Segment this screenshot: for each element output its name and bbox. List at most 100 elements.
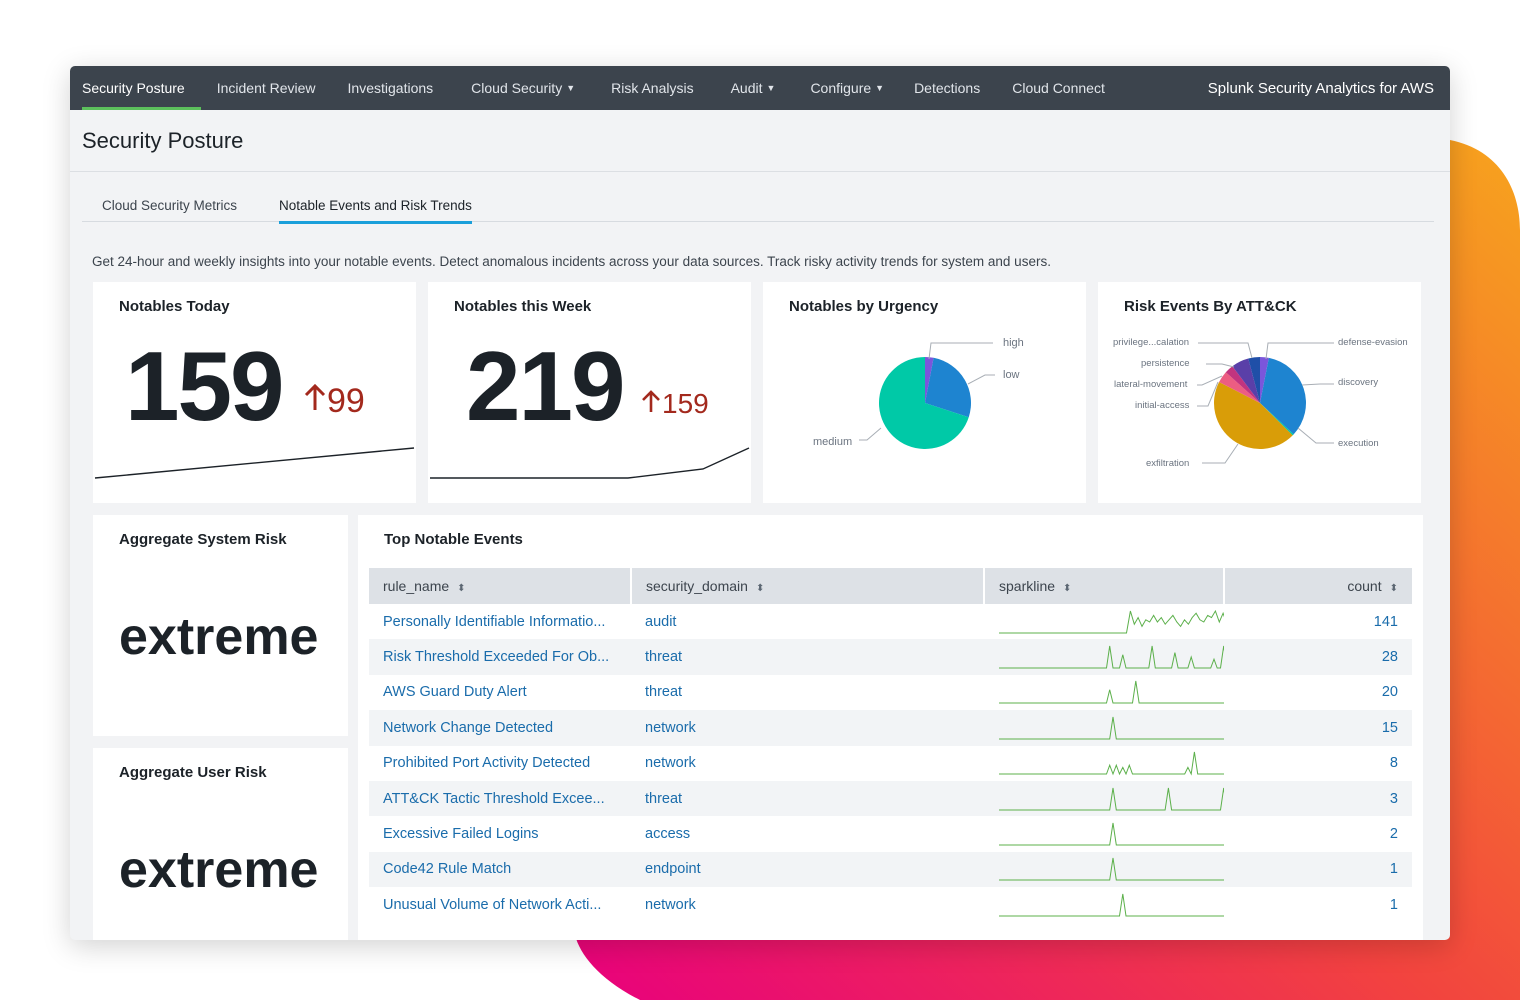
- table-row: Unusual Volume of Network Acti... network…: [369, 887, 1412, 922]
- pie-label-defense-evasion: defense-evasion: [1338, 337, 1408, 348]
- count-link[interactable]: 2: [1389, 826, 1398, 843]
- column-header-label: count: [1347, 578, 1382, 594]
- rule-name-link[interactable]: AWS Guard Duty Alert: [383, 684, 527, 701]
- pie-slice-exfiltration[interactable]: [1213, 381, 1293, 450]
- sparkline-cell: [984, 604, 1224, 639]
- count-link[interactable]: 1: [1224, 851, 1412, 888]
- nav-incident-review[interactable]: Incident Review: [201, 66, 332, 110]
- single-value: 219: [466, 331, 626, 441]
- sparkline-cell: [984, 887, 1224, 922]
- table-header-row: rule_name ⬍ security_domain ⬍ sparkline ⬍ c…: [369, 568, 1412, 604]
- pie-leader-line: [1198, 342, 1253, 359]
- count-link[interactable]: 3: [1224, 780, 1412, 817]
- rule-name-link[interactable]: Excessive Failed Logins: [383, 826, 539, 843]
- sparkline: [999, 752, 1224, 776]
- pie-slice-high[interactable]: [925, 357, 934, 403]
- tab-notable-events-risk-trends[interactable]: Notable Events and Risk Trends: [279, 198, 472, 224]
- rule-name-link[interactable]: Risk Threshold Exceeded For Ob...: [369, 639, 631, 675]
- column-header-rule-name[interactable]: rule_name ⬍: [369, 568, 632, 604]
- security-domain-link[interactable]: threat: [631, 639, 984, 675]
- security-domain-link[interactable]: endpoint: [631, 851, 984, 888]
- panel-title: Risk Events By ATT&CK: [1124, 298, 1297, 315]
- nav-security-posture[interactable]: Security Posture: [70, 66, 201, 110]
- nav-label: Cloud Security: [471, 80, 563, 96]
- column-header-count[interactable]: count ⬍: [1224, 568, 1412, 604]
- pie-slice-initial-access[interactable]: [1219, 372, 1260, 403]
- notable-events-table: rule_name ⬍ security_domain ⬍ sparkline ⬍ c…: [369, 568, 1412, 923]
- panel-title: Aggregate System Risk: [119, 531, 287, 548]
- security-domain-link[interactable]: network: [631, 710, 984, 746]
- column-header-label: rule_name: [383, 578, 450, 594]
- sparkline-cell: [984, 710, 1224, 746]
- nav-investigations[interactable]: Investigations: [332, 66, 450, 110]
- panel-title: Notables this Week: [454, 298, 592, 315]
- rule-name-link[interactable]: Network Change Detected: [369, 710, 631, 746]
- tab-cloud-security-metrics[interactable]: Cloud Security Metrics: [102, 198, 238, 213]
- rule-name-link[interactable]: ATT&CK Tactic Threshold Excee...: [369, 780, 631, 817]
- pie-slice-medium[interactable]: [878, 357, 969, 449]
- nav-label: Security Posture: [82, 80, 185, 96]
- pie-slice-low[interactable]: [925, 357, 972, 418]
- security-domain-link[interactable]: network: [645, 755, 696, 772]
- sparkline: [999, 681, 1224, 704]
- column-header-label: sparkline: [999, 578, 1056, 594]
- rule-name-link[interactable]: Personally Identifiable Informatio...: [383, 613, 606, 630]
- column-header-sparkline[interactable]: sparkline ⬍: [984, 568, 1225, 604]
- pie-slice-persistence[interactable]: [1232, 358, 1260, 403]
- nav-risk-analysis[interactable]: Risk Analysis: [591, 66, 709, 110]
- sparkline-cell: [984, 675, 1224, 710]
- pie-slice-defense-evasion[interactable]: [1260, 357, 1269, 403]
- pie-label-lateral-movement: lateral-movement: [1114, 379, 1188, 390]
- sparkline: [999, 787, 1224, 811]
- security-domain-link[interactable]: network: [645, 896, 696, 913]
- count-link[interactable]: 20: [1381, 684, 1398, 701]
- pie-label-persistence: persistence: [1141, 358, 1190, 369]
- sort-icon: ⬍: [755, 583, 765, 594]
- count-link[interactable]: 141: [1373, 613, 1398, 630]
- count-link[interactable]: 8: [1389, 755, 1398, 772]
- sparkline-path: [999, 787, 1224, 811]
- nav-detections[interactable]: Detections: [900, 66, 996, 110]
- pie-leader-line: [1297, 427, 1334, 444]
- sort-icon: ⬍: [1389, 583, 1398, 594]
- pie-leader-line: [1301, 383, 1334, 386]
- security-domain-link[interactable]: threat: [631, 780, 984, 817]
- count-link[interactable]: 28: [1224, 639, 1412, 675]
- security-domain-link[interactable]: access: [645, 826, 691, 843]
- security-domain-link[interactable]: threat: [645, 684, 683, 701]
- pie-label-execution: execution: [1338, 438, 1379, 449]
- pie-leader-line: [1206, 363, 1235, 368]
- rule-name-link[interactable]: Prohibited Port Activity Detected: [383, 755, 591, 772]
- rule-name-link[interactable]: Code42 Rule Match: [369, 851, 631, 888]
- table-row: Code42 Rule Match endpoint 1: [369, 851, 1412, 888]
- table-row: Network Change Detected network 15: [369, 710, 1412, 746]
- pie-slice-execution[interactable]: [1260, 403, 1294, 436]
- column-header-security-domain[interactable]: security_domain ⬍: [631, 568, 985, 604]
- pie-slice-discovery[interactable]: [1260, 357, 1306, 435]
- nav-label: Detections: [914, 80, 981, 96]
- caret-down-icon: ▼: [875, 83, 885, 93]
- arrow-up-icon: [642, 390, 660, 412]
- security-domain-link[interactable]: audit: [645, 613, 677, 630]
- pie-label-initial-access: initial-access: [1135, 400, 1190, 411]
- caret-down-icon: ▼: [566, 83, 576, 93]
- nav-label: Investigations: [347, 80, 434, 96]
- user-risk-panel: Aggregate User Risk extreme: [93, 748, 348, 940]
- table-row: Personally Identifiable Informatio... aud…: [369, 604, 1412, 639]
- nav-audit[interactable]: Audit ▼: [710, 66, 792, 110]
- sparkline-cell: [984, 851, 1224, 888]
- pie-slice-lateral-movement[interactable]: [1225, 366, 1260, 403]
- count-link[interactable]: 15: [1224, 710, 1412, 746]
- delta-indicator: 99: [303, 382, 365, 421]
- nav-label: Risk Analysis: [611, 80, 694, 96]
- sparkline-path: [999, 716, 1224, 740]
- trend-line: [430, 447, 750, 479]
- count-link[interactable]: 1: [1389, 896, 1398, 913]
- sparkline-cell: [984, 746, 1224, 781]
- nav-configure[interactable]: Configure ▼: [791, 66, 900, 110]
- nav-cloud-connect[interactable]: Cloud Connect: [996, 66, 1121, 110]
- nav-cloud-security[interactable]: Cloud Security ▼: [449, 66, 591, 110]
- pie-slice-privilege-calation[interactable]: [1248, 357, 1260, 403]
- rule-name-link[interactable]: Unusual Volume of Network Acti...: [383, 896, 602, 913]
- page-header: Security Posture: [70, 110, 1450, 172]
